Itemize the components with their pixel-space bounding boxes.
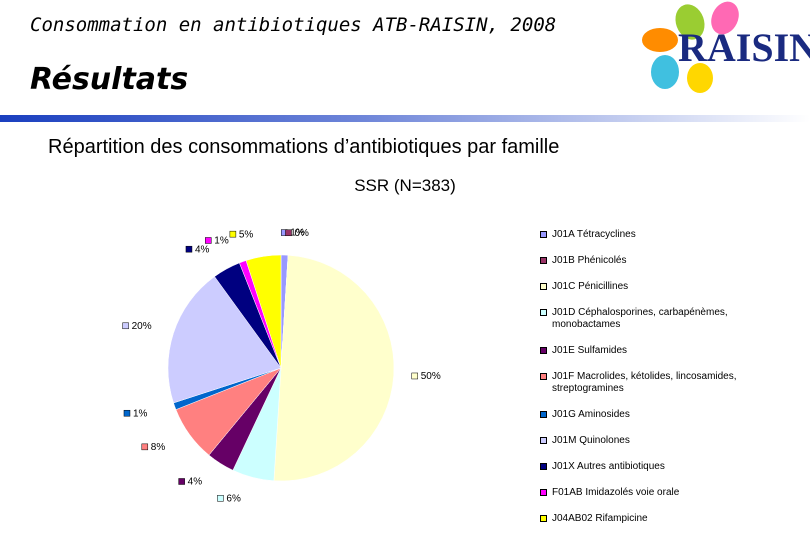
label-swatch [285, 229, 292, 237]
legend-item: J01F Macrolides, kétolides, lincosamides… [540, 371, 780, 395]
legend-swatch [540, 463, 547, 470]
label-swatch [217, 495, 224, 502]
legend-label: J01C Pénicillines [552, 281, 629, 292]
label-swatch [141, 443, 149, 451]
legend-swatch [540, 411, 547, 418]
legend-label: J04AB02 Rifampicine [552, 513, 648, 524]
legend-label: F01AB Imidazolés voie orale [552, 487, 680, 498]
data-label: 20% [132, 321, 152, 332]
legend-item: J01X Autres antibiotiques [540, 461, 780, 473]
legend-item: J01E Sulfamides [540, 345, 780, 357]
legend-label: J01A Tétracyclines [552, 229, 636, 240]
legend: J01A Tétracyclines J01B Phénicolés J01C Pé… [540, 229, 780, 539]
legend-swatch [540, 347, 547, 354]
legend-swatch [540, 257, 547, 264]
label-swatch [123, 409, 131, 417]
legend-item: J01B Phénicolés [540, 255, 780, 267]
section-title: Résultats [30, 62, 189, 97]
pie-slice [245, 254, 282, 369]
label-swatch [229, 230, 237, 238]
data-label: 5% [239, 229, 254, 240]
legend-item: F01AB Imidazolés voie orale [540, 487, 780, 499]
legend-swatch [540, 437, 547, 444]
legend-label: J01B Phénicolés [552, 255, 627, 266]
legend-label: J01F Macrolides, kétolides, lincosamides… [552, 371, 737, 394]
subtitle: Répartition des consommations d’antibiot… [48, 136, 560, 158]
data-label: 4% [195, 244, 210, 255]
data-label: 6% [226, 493, 241, 504]
legend-swatch [540, 515, 547, 522]
legend-item: J04AB02 Rifampicine [540, 513, 780, 525]
legend-swatch [540, 309, 547, 316]
legend-swatch [540, 283, 547, 290]
legend-label: J01D Céphalosporines, carbapénèmes, mono… [552, 307, 728, 330]
pie-slice [167, 276, 282, 404]
label-swatch [411, 372, 418, 380]
data-label: 4% [188, 477, 203, 488]
label-swatch [185, 245, 193, 253]
logo-text: RAISIN [678, 25, 810, 70]
legend-swatch [540, 231, 547, 238]
pie-slice [273, 254, 395, 482]
label-swatch [178, 478, 185, 485]
legend-label: J01E Sulfamides [552, 345, 628, 356]
pie-chart: 1%0%50%6%4%8%1%20%4%1%5% [122, 228, 441, 504]
legend-swatch [540, 489, 547, 496]
header-title: Consommation en antibiotiques ATB-RAISIN… [30, 14, 557, 36]
data-label: 1% [290, 228, 305, 239]
chart-title: SSR (N=383) [354, 176, 456, 195]
header-bar [0, 115, 810, 122]
data-label: 50% [421, 371, 441, 382]
legend-swatch [540, 373, 547, 380]
legend-item: J01C Pénicillines [540, 281, 780, 293]
label-swatch [205, 237, 212, 244]
legend-label: J01G Aminosides [552, 409, 630, 420]
data-label: 1% [133, 408, 148, 419]
legend-label: J01X Autres antibiotiques [552, 461, 665, 472]
logo: RAISIN [642, 1, 810, 93]
label-swatch [122, 322, 129, 330]
data-label: 8% [151, 442, 166, 453]
legend-item: J01D Céphalosporines, carbapénèmes, mono… [540, 307, 780, 331]
data-label: 1% [214, 236, 229, 247]
legend-item: J01G Aminosides [540, 409, 780, 421]
data-label: 0% [294, 228, 309, 239]
legend-label: J01M Quinolones [552, 435, 630, 446]
legend-item: J01A Tétracyclines [540, 229, 780, 241]
legend-item: J01M Quinolones [540, 435, 780, 447]
